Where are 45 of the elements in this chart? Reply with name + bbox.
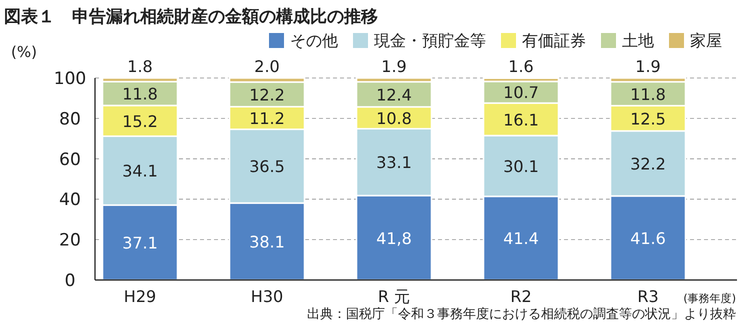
data-label: 41.6 [630, 228, 666, 248]
y-tick-label: 0 [64, 271, 76, 291]
legend-label: 家屋 [690, 31, 722, 50]
data-label: 11.2 [249, 108, 285, 128]
legend-label: その他 [290, 31, 338, 50]
data-label: 38.1 [249, 232, 285, 252]
y-tick-label: 80 [59, 109, 81, 130]
x-tick-label: R3 [637, 287, 659, 306]
legend-label: 有価証券 [522, 31, 586, 50]
data-label: 10.8 [376, 108, 412, 128]
x-tick-label: R2 [510, 287, 532, 306]
data-label: 41.4 [503, 229, 539, 248]
legend-label: 土地 [622, 31, 654, 50]
data-label: 2.0 [254, 57, 280, 76]
y-tick-label: 40 [59, 190, 81, 210]
data-label: 12.2 [249, 85, 285, 104]
data-label: 36.5 [249, 157, 285, 176]
data-label: 12.4 [376, 85, 412, 104]
y-tick-label: 20 [59, 230, 81, 251]
legend-label: 現金・預貯金等 [374, 31, 486, 50]
data-label: 11.8 [630, 84, 666, 104]
x-axis-title: (事務年度) [683, 292, 736, 305]
data-label: 41,8 [376, 228, 412, 248]
data-label: 16.1 [503, 110, 539, 130]
data-label: 10.7 [503, 83, 539, 102]
x-tick-label: H29 [124, 287, 156, 306]
data-label: 12.5 [630, 109, 666, 128]
data-label: 34.1 [122, 162, 158, 181]
data-label: 33.1 [376, 153, 412, 172]
data-label: 1.9 [381, 57, 407, 76]
data-label: 15.2 [122, 112, 158, 131]
x-tick-label: H30 [250, 287, 284, 306]
data-label: 1.6 [508, 57, 534, 76]
data-label: 37.1 [122, 234, 158, 253]
data-label: 30.1 [503, 156, 539, 176]
source-note: 出典：国税庁「令和３事務年度における相続税の調査等の状況」より抜粋 [307, 306, 736, 322]
y-tick-label: 100 [54, 69, 86, 89]
chart-title: 図表１ 申告漏れ相続財産の金額の構成比の推移 [4, 7, 378, 27]
data-label: 1.8 [127, 57, 153, 76]
data-label: 1.9 [635, 57, 661, 76]
y-axis-title: (%) [11, 43, 37, 61]
x-tick-label: R 元 [378, 287, 410, 306]
data-label: 32.2 [630, 154, 666, 174]
y-tick-label: 60 [59, 150, 81, 170]
data-label: 11.8 [122, 84, 158, 104]
